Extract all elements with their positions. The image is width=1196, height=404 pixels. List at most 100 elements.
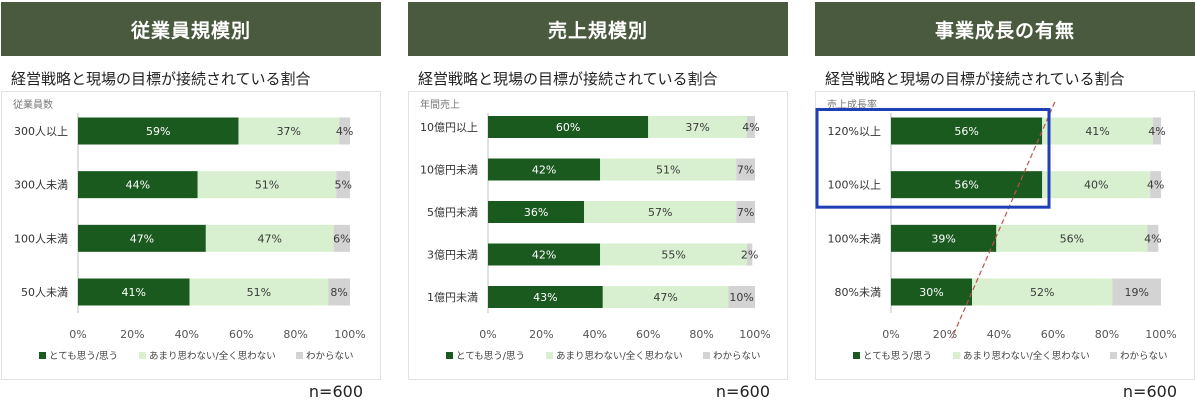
panel-employee-size: 従業員規模別 経営戦略と現場の目標が接続されている割合 従業員数 300人以上 59… xyxy=(1,0,381,404)
data-label: 43% xyxy=(533,291,557,304)
legend-unknown: わからない xyxy=(306,351,354,362)
legend-disagree: あまり思わない/全く思わない xyxy=(149,350,276,362)
x-tick-label: 80% xyxy=(283,328,307,341)
x-tick-label: 60% xyxy=(229,328,253,341)
category-label: 5億円未満 xyxy=(427,206,478,219)
stacked-bar-chart: 売上成長率 120%以上 56% 41% 4% 100%以上 56% 40% 4% 100%未満 3… xyxy=(815,98,1177,362)
x-tick-label: 40% xyxy=(987,328,1011,341)
category-label: 80%未満 xyxy=(835,286,881,299)
panel-sales-size: 売上規模別 経営戦略と現場の目標が接続されている割合 年間売上 10億円以上 60%… xyxy=(408,0,788,404)
sample-size-label: n=600 xyxy=(308,382,363,401)
bar-segment xyxy=(1042,117,1153,145)
bar-segment xyxy=(1112,278,1161,306)
category-label: 100%未満 xyxy=(828,232,881,245)
stacked-bar-chart: 年間売上 10億円以上 60% 37% 4% 10億円未満 42% 51% 7% 5億円未満 36%… xyxy=(420,98,771,362)
bar-segment xyxy=(333,224,350,252)
legend-agree-swatch xyxy=(39,352,46,359)
panel-business-growth: 事業成長の有無 経営戦略と現場の目標が接続されている割合 売上成長率 120%以上… xyxy=(815,0,1195,404)
legend-disagree-swatch xyxy=(139,352,146,359)
bar-segment xyxy=(189,278,329,306)
data-label: 5% xyxy=(334,179,351,192)
data-label: 47% xyxy=(130,232,154,245)
legend-agree: とても思う/思う xyxy=(49,351,118,362)
bar-segment xyxy=(600,243,747,266)
x-tick-label: 0% xyxy=(479,328,496,341)
legend-agree-swatch xyxy=(446,352,453,359)
panel-subtitle: 経営戦略と現場の目標が接続されている割合 xyxy=(11,70,311,88)
bar-segment xyxy=(197,171,337,199)
data-label: 55% xyxy=(661,249,685,262)
bar-segment xyxy=(488,243,601,266)
x-tick-label: 80% xyxy=(689,328,713,341)
data-label: 51% xyxy=(247,286,271,299)
x-tick-label: 0% xyxy=(69,328,86,341)
bar-segment xyxy=(728,286,755,308)
axis-title: 従業員数 xyxy=(13,98,53,111)
bar-segment xyxy=(1147,224,1159,252)
data-label: 52% xyxy=(1030,286,1054,299)
legend-agree: とても思う/思う xyxy=(456,351,525,362)
data-label: 37% xyxy=(277,125,301,138)
highlight-box xyxy=(815,108,1051,209)
data-label: 39% xyxy=(931,232,955,245)
bar-segment xyxy=(488,116,649,138)
bar-segment xyxy=(736,158,755,181)
bar-segment xyxy=(336,171,350,199)
axis-title: 年間売上 xyxy=(420,98,460,111)
data-label: 40% xyxy=(1084,179,1108,192)
data-label: 56% xyxy=(1060,232,1084,245)
bar-segment xyxy=(488,286,603,308)
x-tick-label: 100% xyxy=(739,328,770,341)
bar-segment xyxy=(1150,171,1161,199)
x-tick-label: 40% xyxy=(583,328,607,341)
bar-segment xyxy=(78,171,198,199)
data-label: 4% xyxy=(1144,232,1161,245)
x-tick-label: 100% xyxy=(1145,328,1176,341)
x-tick-label: 20% xyxy=(933,328,957,341)
panel-title: 従業員規模別 xyxy=(1,2,381,56)
legend-unknown-swatch xyxy=(1110,352,1117,359)
data-label: 8% xyxy=(330,286,347,299)
bar-segment xyxy=(891,224,997,252)
bar-segment xyxy=(584,201,737,223)
data-label: 19% xyxy=(1124,286,1148,299)
data-label: 42% xyxy=(532,249,556,262)
data-label: 2% xyxy=(741,249,758,262)
x-tick-label: 0% xyxy=(882,328,899,341)
chart-frame xyxy=(408,91,788,380)
bar-segment xyxy=(339,117,350,145)
data-label: 4% xyxy=(1148,125,1165,138)
legend-unknown-swatch xyxy=(703,352,710,359)
category-label: 50人未満 xyxy=(21,286,68,299)
x-tick-label: 100% xyxy=(334,328,365,341)
stacked-bar-chart: 従業員数 300人以上 59% 37% 4% 300人未満 44% 51% 5% 100人未満 47… xyxy=(13,98,366,362)
bar-segment xyxy=(1152,117,1161,145)
data-label: 44% xyxy=(126,179,150,192)
bar-segment xyxy=(891,278,972,306)
data-label: 30% xyxy=(919,286,943,299)
bar-segment xyxy=(602,286,729,308)
bar-segment xyxy=(205,224,334,252)
bar-segment xyxy=(891,171,1043,199)
x-tick-label: 60% xyxy=(636,328,660,341)
bar-segment xyxy=(736,201,755,223)
legend-unknown-swatch xyxy=(296,352,303,359)
data-label: 7% xyxy=(737,164,754,177)
data-label: 10% xyxy=(729,291,753,304)
data-label: 4% xyxy=(742,121,759,134)
legend-unknown: わからない xyxy=(1120,351,1168,362)
data-label: 7% xyxy=(737,206,754,219)
legend-disagree: あまり思わない/全く思わない xyxy=(556,350,683,362)
data-label: 56% xyxy=(954,179,978,192)
sample-size-label: n=600 xyxy=(1122,382,1177,401)
data-label: 56% xyxy=(954,125,978,138)
x-tick-label: 20% xyxy=(529,328,553,341)
category-label: 100%以上 xyxy=(828,179,881,192)
data-label: 47% xyxy=(258,232,282,245)
legend-disagree-swatch xyxy=(546,352,553,359)
data-label: 4% xyxy=(336,125,353,138)
panel-title: 売上規模別 xyxy=(408,2,788,56)
data-label: 4% xyxy=(1147,179,1164,192)
bar-segment xyxy=(488,201,585,223)
data-label: 6% xyxy=(333,232,350,245)
